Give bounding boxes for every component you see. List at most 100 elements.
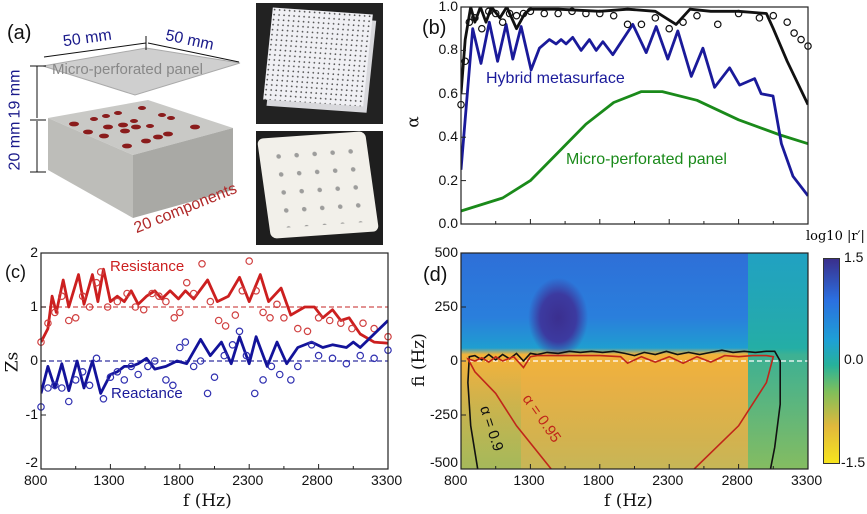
data-point-b-3 (790, 29, 798, 37)
data-point-c-3 (169, 381, 177, 390)
data-point-c-3 (85, 381, 94, 390)
data-point-c-1 (71, 313, 80, 322)
data-point-c-3 (220, 351, 229, 360)
colorbar-tick-min: -1.5 (841, 454, 866, 470)
data-point-c-3 (328, 354, 337, 363)
data-point-b-3 (526, 7, 535, 16)
y-tick-label: 1 (30, 298, 38, 314)
x-tick-label: 1300 (513, 472, 545, 488)
data-point-c-1 (245, 257, 254, 265)
data-point-b-3 (478, 24, 486, 33)
data-point-c-1 (162, 297, 170, 306)
data-point-b-3 (637, 20, 646, 29)
data-point-c-3 (71, 376, 80, 384)
data-point-b-3 (693, 11, 701, 20)
data-point-b-3 (609, 11, 618, 20)
micro-perforated-panel-label: Micro-perforated panel (52, 61, 203, 78)
data-point-c-3 (307, 340, 316, 349)
panel-a: (a) 50 mm 50 mm 19 mm 20 mm Micro-perfor… (0, 0, 255, 245)
data-point-c-1 (182, 278, 191, 287)
data-point-c-1 (44, 319, 52, 328)
data-point-c-3 (44, 384, 52, 392)
data-point-b-3 (623, 20, 632, 29)
x-tick-label: 3300 (371, 472, 403, 488)
data-point-b-3 (465, 18, 474, 26)
data-point-c-1 (238, 286, 247, 295)
y-tick-label: 250 (434, 298, 458, 314)
x-tick-label: 2800 (721, 472, 753, 488)
data-point-c-1 (155, 292, 163, 301)
data-point-c-3 (228, 340, 237, 349)
data-point-c-1 (123, 289, 131, 298)
data-point-c-3 (176, 343, 184, 352)
y-tick-label: -1 (25, 406, 38, 422)
data-point-b-3 (713, 20, 722, 29)
data-point-b-3 (568, 7, 576, 16)
data-point-c-1 (176, 308, 184, 317)
colorbar-tick-max: 1.5 (844, 249, 864, 265)
data-point-c-3 (78, 367, 87, 376)
data-point-c-1 (96, 268, 105, 276)
data-point-b-3 (471, 14, 479, 22)
data-point-c-3 (92, 354, 101, 363)
data-point-c-1 (266, 313, 274, 322)
data-point-c-3 (210, 373, 219, 382)
data-point-c-3 (151, 357, 159, 365)
data-point-c-1 (303, 327, 312, 336)
data-point-b-3 (665, 24, 674, 33)
colorbar-tick-mid: 0.0 (844, 351, 864, 367)
data-point-c-1 (280, 313, 288, 322)
x-tick-label: 800 (444, 472, 468, 488)
data-point-b-3 (484, 7, 493, 16)
data-point-c-3 (162, 376, 170, 384)
y-tick-label: 0.6 (438, 84, 458, 101)
data-point-b-3 (783, 18, 791, 26)
series-line-b-0 (461, 90, 808, 213)
y-tick-label: 0.2 (438, 171, 458, 188)
y-tick-label: 0 (30, 352, 38, 368)
data-point-c-3 (259, 376, 267, 384)
data-point-c-1 (51, 308, 59, 317)
colorbar (823, 258, 840, 464)
data-point-c-1 (325, 316, 334, 325)
y-tick-label: 2 (30, 244, 38, 260)
data-point-c-1 (337, 319, 345, 328)
data-point-c-3 (134, 370, 142, 379)
data-point-b-3 (651, 14, 660, 22)
data-point-b-3 (540, 9, 549, 18)
x-tick-label: 1800 (582, 472, 614, 488)
data-point-b-3 (797, 35, 805, 44)
series-line-b-2 (461, 7, 808, 106)
data-point-c-1 (64, 316, 73, 325)
data-point-c-1 (259, 308, 267, 317)
data-point-c-1 (139, 305, 148, 314)
data-point-c-1 (293, 324, 302, 333)
data-point-c-3 (113, 367, 122, 376)
data-point-c-3 (120, 376, 129, 384)
data-point-c-3 (64, 397, 73, 406)
y-tick-label: 0.0 (438, 215, 458, 231)
data-point-b-3 (505, 9, 514, 18)
data-point-c-1 (221, 322, 230, 330)
data-point-c-1 (206, 297, 215, 306)
data-point-c-3 (127, 362, 136, 371)
data-point-c-1 (103, 303, 112, 311)
data-point-b-3 (461, 57, 469, 66)
y-tick-label: -250 (429, 406, 458, 422)
data-point-c-1 (189, 289, 198, 298)
data-point-c-3 (314, 351, 323, 360)
photo-metasurface-block (256, 131, 383, 245)
data-point-b-3 (595, 9, 604, 18)
data-point-b-3 (512, 11, 521, 20)
data-point-c-3 (196, 357, 205, 365)
y-tick-label: 0 (450, 352, 458, 368)
y-tick-label: 0.4 (438, 128, 458, 145)
data-point-b-3 (755, 14, 764, 22)
data-point-c-3 (144, 362, 152, 371)
data-point-b-3 (582, 9, 590, 18)
data-point-c-1 (252, 286, 260, 295)
x-tick-label: 800 (24, 472, 48, 488)
y-tick-label: -500 (429, 454, 458, 470)
data-point-c-3 (267, 362, 276, 371)
data-point-c-3 (293, 362, 302, 371)
